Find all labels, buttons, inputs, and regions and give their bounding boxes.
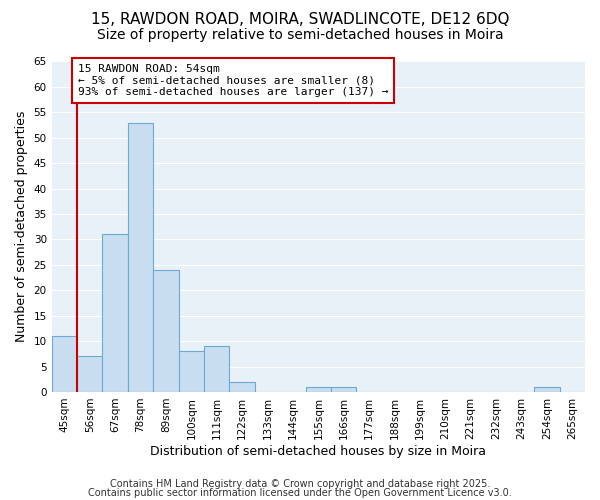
Text: Contains HM Land Registry data © Crown copyright and database right 2025.: Contains HM Land Registry data © Crown c… xyxy=(110,479,490,489)
Bar xyxy=(179,352,204,392)
Y-axis label: Number of semi-detached properties: Number of semi-detached properties xyxy=(15,111,28,342)
Bar xyxy=(103,234,128,392)
Bar xyxy=(77,356,103,392)
Text: Size of property relative to semi-detached houses in Moira: Size of property relative to semi-detach… xyxy=(97,28,503,42)
Bar xyxy=(128,122,153,392)
X-axis label: Distribution of semi-detached houses by size in Moira: Distribution of semi-detached houses by … xyxy=(151,444,487,458)
Bar xyxy=(305,387,331,392)
Bar xyxy=(204,346,229,392)
Bar xyxy=(229,382,255,392)
Text: 15 RAWDON ROAD: 54sqm
← 5% of semi-detached houses are smaller (8)
93% of semi-d: 15 RAWDON ROAD: 54sqm ← 5% of semi-detac… xyxy=(77,64,388,97)
Bar xyxy=(534,387,560,392)
Bar xyxy=(153,270,179,392)
Bar xyxy=(331,387,356,392)
Text: 15, RAWDON ROAD, MOIRA, SWADLINCOTE, DE12 6DQ: 15, RAWDON ROAD, MOIRA, SWADLINCOTE, DE1… xyxy=(91,12,509,28)
Bar xyxy=(52,336,77,392)
Text: Contains public sector information licensed under the Open Government Licence v3: Contains public sector information licen… xyxy=(88,488,512,498)
